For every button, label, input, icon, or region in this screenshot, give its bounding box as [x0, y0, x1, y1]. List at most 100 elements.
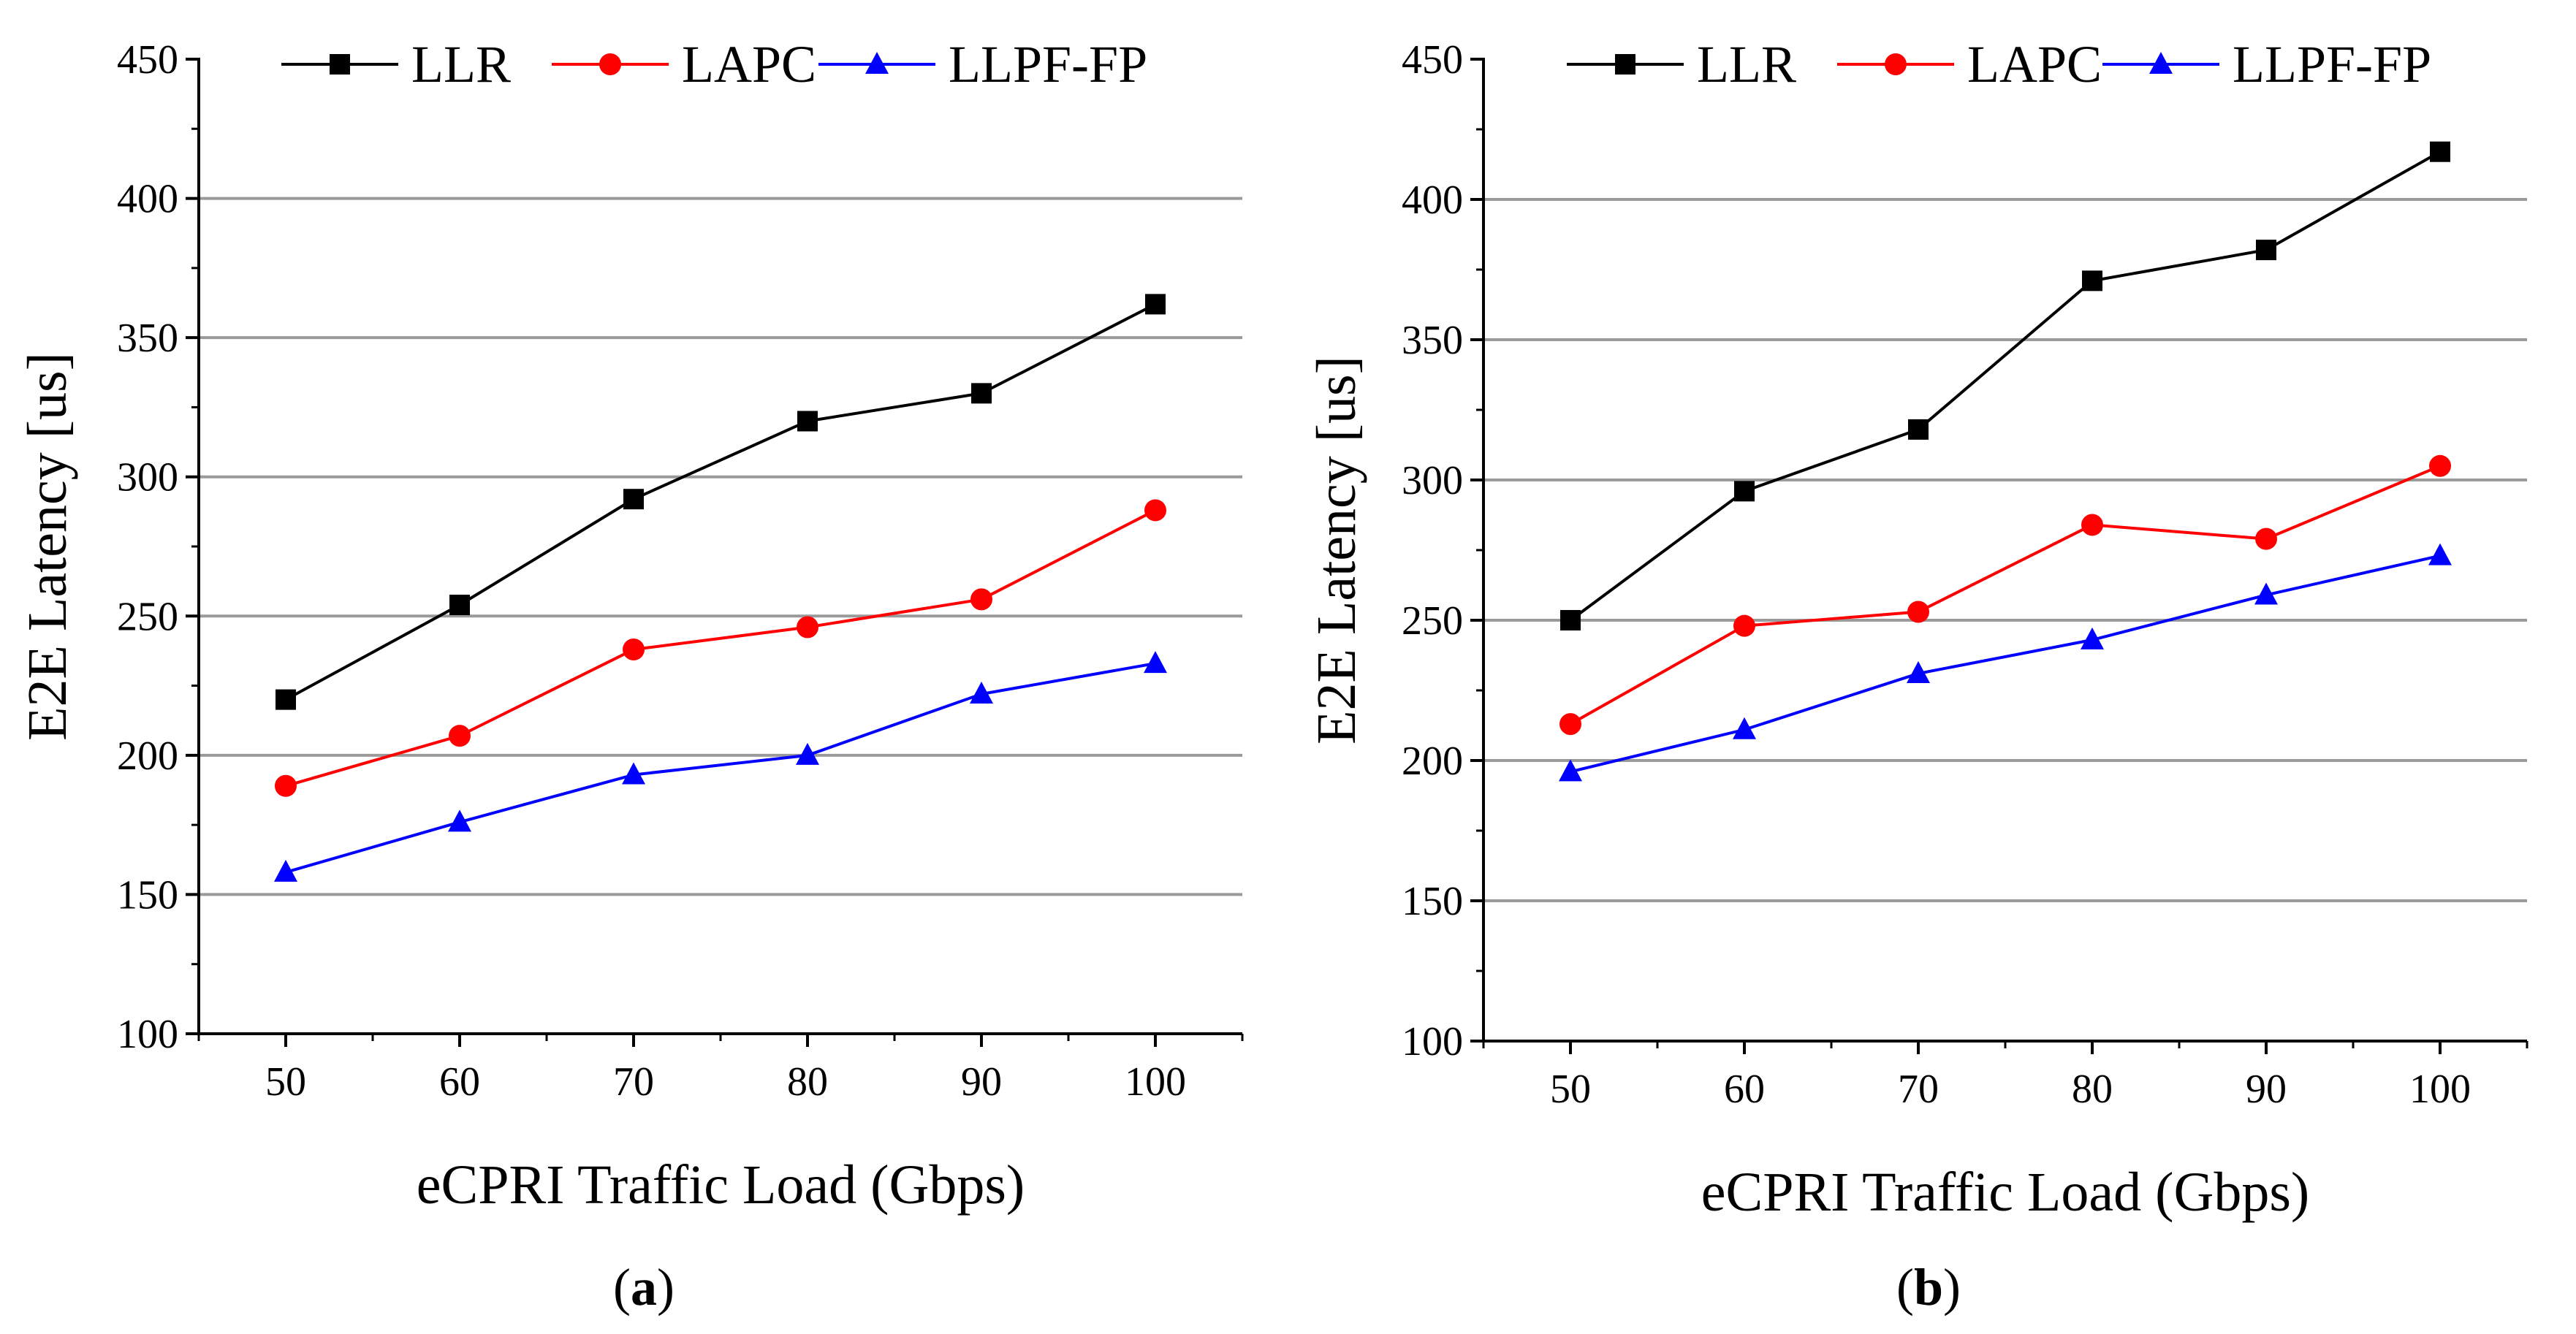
data-point-llr: [797, 411, 818, 432]
x-tick-label: 50: [1550, 1067, 1591, 1112]
data-point-llr: [1908, 419, 1929, 440]
data-point-lapc: [797, 616, 818, 639]
series-line-lapc: [1570, 464, 2441, 725]
y-tick-label: 250: [1402, 598, 1463, 644]
legend: LLR LAPC LLPF-FP: [281, 35, 1147, 94]
x-tick-label: 60: [1724, 1067, 1765, 1112]
series-line-lapc: [285, 508, 1156, 788]
chart-panel-b: 100 150 200 250 300 350 400 450 50 60 70 80 90 100 eCP…: [1306, 35, 2528, 1316]
x-tick-label: 70: [613, 1059, 654, 1105]
data-point-llpf-fp: [274, 859, 297, 882]
data-point-llr: [1560, 610, 1581, 630]
legend-marker-llpf-fp: [2149, 52, 2173, 74]
legend-marker-llpf-fp: [865, 52, 889, 74]
legend-label-lapc: LAPC: [1967, 35, 2102, 94]
legend-label-llpf-fp: LLPF-FP: [949, 35, 1147, 94]
data-point-llpf-fp: [970, 682, 993, 704]
legend-label-llr: LLR: [1697, 35, 1796, 94]
series-lapc: [1559, 454, 2451, 736]
chart-panel-a: 100 150 200 250 300 350 400 450 50 60 70 80 90 100 eCP…: [17, 35, 1244, 1316]
data-point-lapc: [449, 725, 471, 747]
series-llpf-fp: [1559, 543, 2452, 782]
legend-marker-lapc: [1885, 53, 1907, 75]
data-point-llpf-fp: [448, 809, 471, 832]
data-point-llr: [971, 383, 992, 404]
x-axis-title: eCPRI Traffic Load (Gbps): [417, 1154, 1025, 1216]
y-tick-label: 100: [1402, 1019, 1463, 1064]
x-tick-label: 90: [961, 1059, 1002, 1105]
data-point-llr: [449, 595, 470, 616]
x-axis-title: eCPRI Traffic Load (Gbps): [1701, 1162, 2309, 1223]
legend-marker-lapc: [599, 53, 621, 75]
x-tick-label: 100: [2409, 1067, 2471, 1112]
data-point-lapc: [2255, 527, 2277, 550]
legend-label-llr: LLR: [411, 35, 511, 94]
data-point-llr: [2430, 141, 2450, 162]
data-point-llr: [1145, 294, 1166, 315]
legend-label-lapc: LAPC: [682, 35, 816, 94]
y-tick-label: 350: [1402, 318, 1463, 363]
gridlines: [199, 197, 1242, 896]
data-point-llpf-fp: [2254, 582, 2278, 605]
y-tick-label: 450: [117, 37, 178, 83]
series-line-llr: [285, 302, 1156, 701]
data-point-llr: [623, 489, 644, 510]
y-axis-title: E2E Latency [us]: [17, 352, 78, 741]
x-tick-label: 50: [265, 1059, 306, 1105]
y-tick-label: 300: [117, 455, 178, 500]
y-tick-label: 450: [1402, 37, 1463, 83]
data-point-llpf-fp: [1907, 660, 1930, 683]
legend: LLR LAPC LLPF-FP: [1567, 35, 2431, 94]
data-point-llpf-fp: [1733, 717, 1756, 739]
legend-label-llpf-fp: LLPF-FP: [2233, 35, 2431, 94]
x-tick-label: 100: [1125, 1059, 1186, 1105]
series-llr: [1560, 141, 2450, 630]
gridlines: [1483, 198, 2527, 902]
y-tick-label: 400: [1402, 178, 1463, 223]
x-tick-label: 60: [439, 1059, 480, 1105]
x-tick-label: 80: [2072, 1067, 2113, 1112]
data-point-llpf-fp: [796, 742, 819, 765]
y-tick-label: 350: [117, 316, 178, 361]
series-llpf-fp: [274, 651, 1167, 882]
data-point-lapc: [1733, 614, 1755, 637]
y-tick-label: 200: [1402, 739, 1463, 784]
x-tick-label: 90: [2246, 1067, 2287, 1112]
data-point-lapc: [275, 774, 297, 797]
series-llr: [276, 294, 1166, 710]
data-point-llpf-fp: [1144, 651, 1167, 674]
data-point-lapc: [623, 639, 645, 661]
data-point-lapc: [970, 588, 992, 611]
legend-marker-llr: [330, 54, 350, 75]
data-point-llr: [1734, 481, 1755, 502]
data-point-llpf-fp: [1559, 759, 1582, 782]
data-point-lapc: [2429, 454, 2451, 477]
y-tick-label: 400: [117, 177, 178, 222]
data-point-lapc: [1907, 601, 1929, 623]
series-line-llpf-fp: [285, 662, 1156, 874]
series-line-llr: [1569, 150, 2441, 622]
x-tick-label: 80: [787, 1059, 828, 1105]
data-point-llr: [2256, 240, 2276, 261]
panel-label: (a): [613, 1258, 675, 1316]
y-tick-label: 150: [117, 872, 178, 918]
data-point-lapc: [2081, 514, 2103, 536]
y-tick-label: 100: [117, 1012, 178, 1057]
data-point-llpf-fp: [2428, 543, 2452, 565]
data-point-llpf-fp: [2081, 627, 2104, 649]
series-lapc: [275, 499, 1166, 797]
y-tick-label: 300: [1402, 458, 1463, 503]
legend-marker-llr: [1615, 54, 1635, 75]
data-point-lapc: [1144, 499, 1166, 522]
data-point-llr: [2082, 270, 2102, 291]
panel-label: (b): [1896, 1258, 1961, 1316]
y-tick-label: 250: [117, 594, 178, 639]
data-point-llpf-fp: [622, 762, 645, 785]
y-tick-label: 150: [1402, 879, 1463, 924]
y-axis-title: E2E Latency [us]: [1306, 356, 1367, 744]
data-point-llr: [276, 689, 296, 710]
data-point-lapc: [1559, 713, 1581, 736]
series-line-llpf-fp: [1570, 554, 2441, 774]
y-tick-label: 200: [117, 733, 178, 779]
